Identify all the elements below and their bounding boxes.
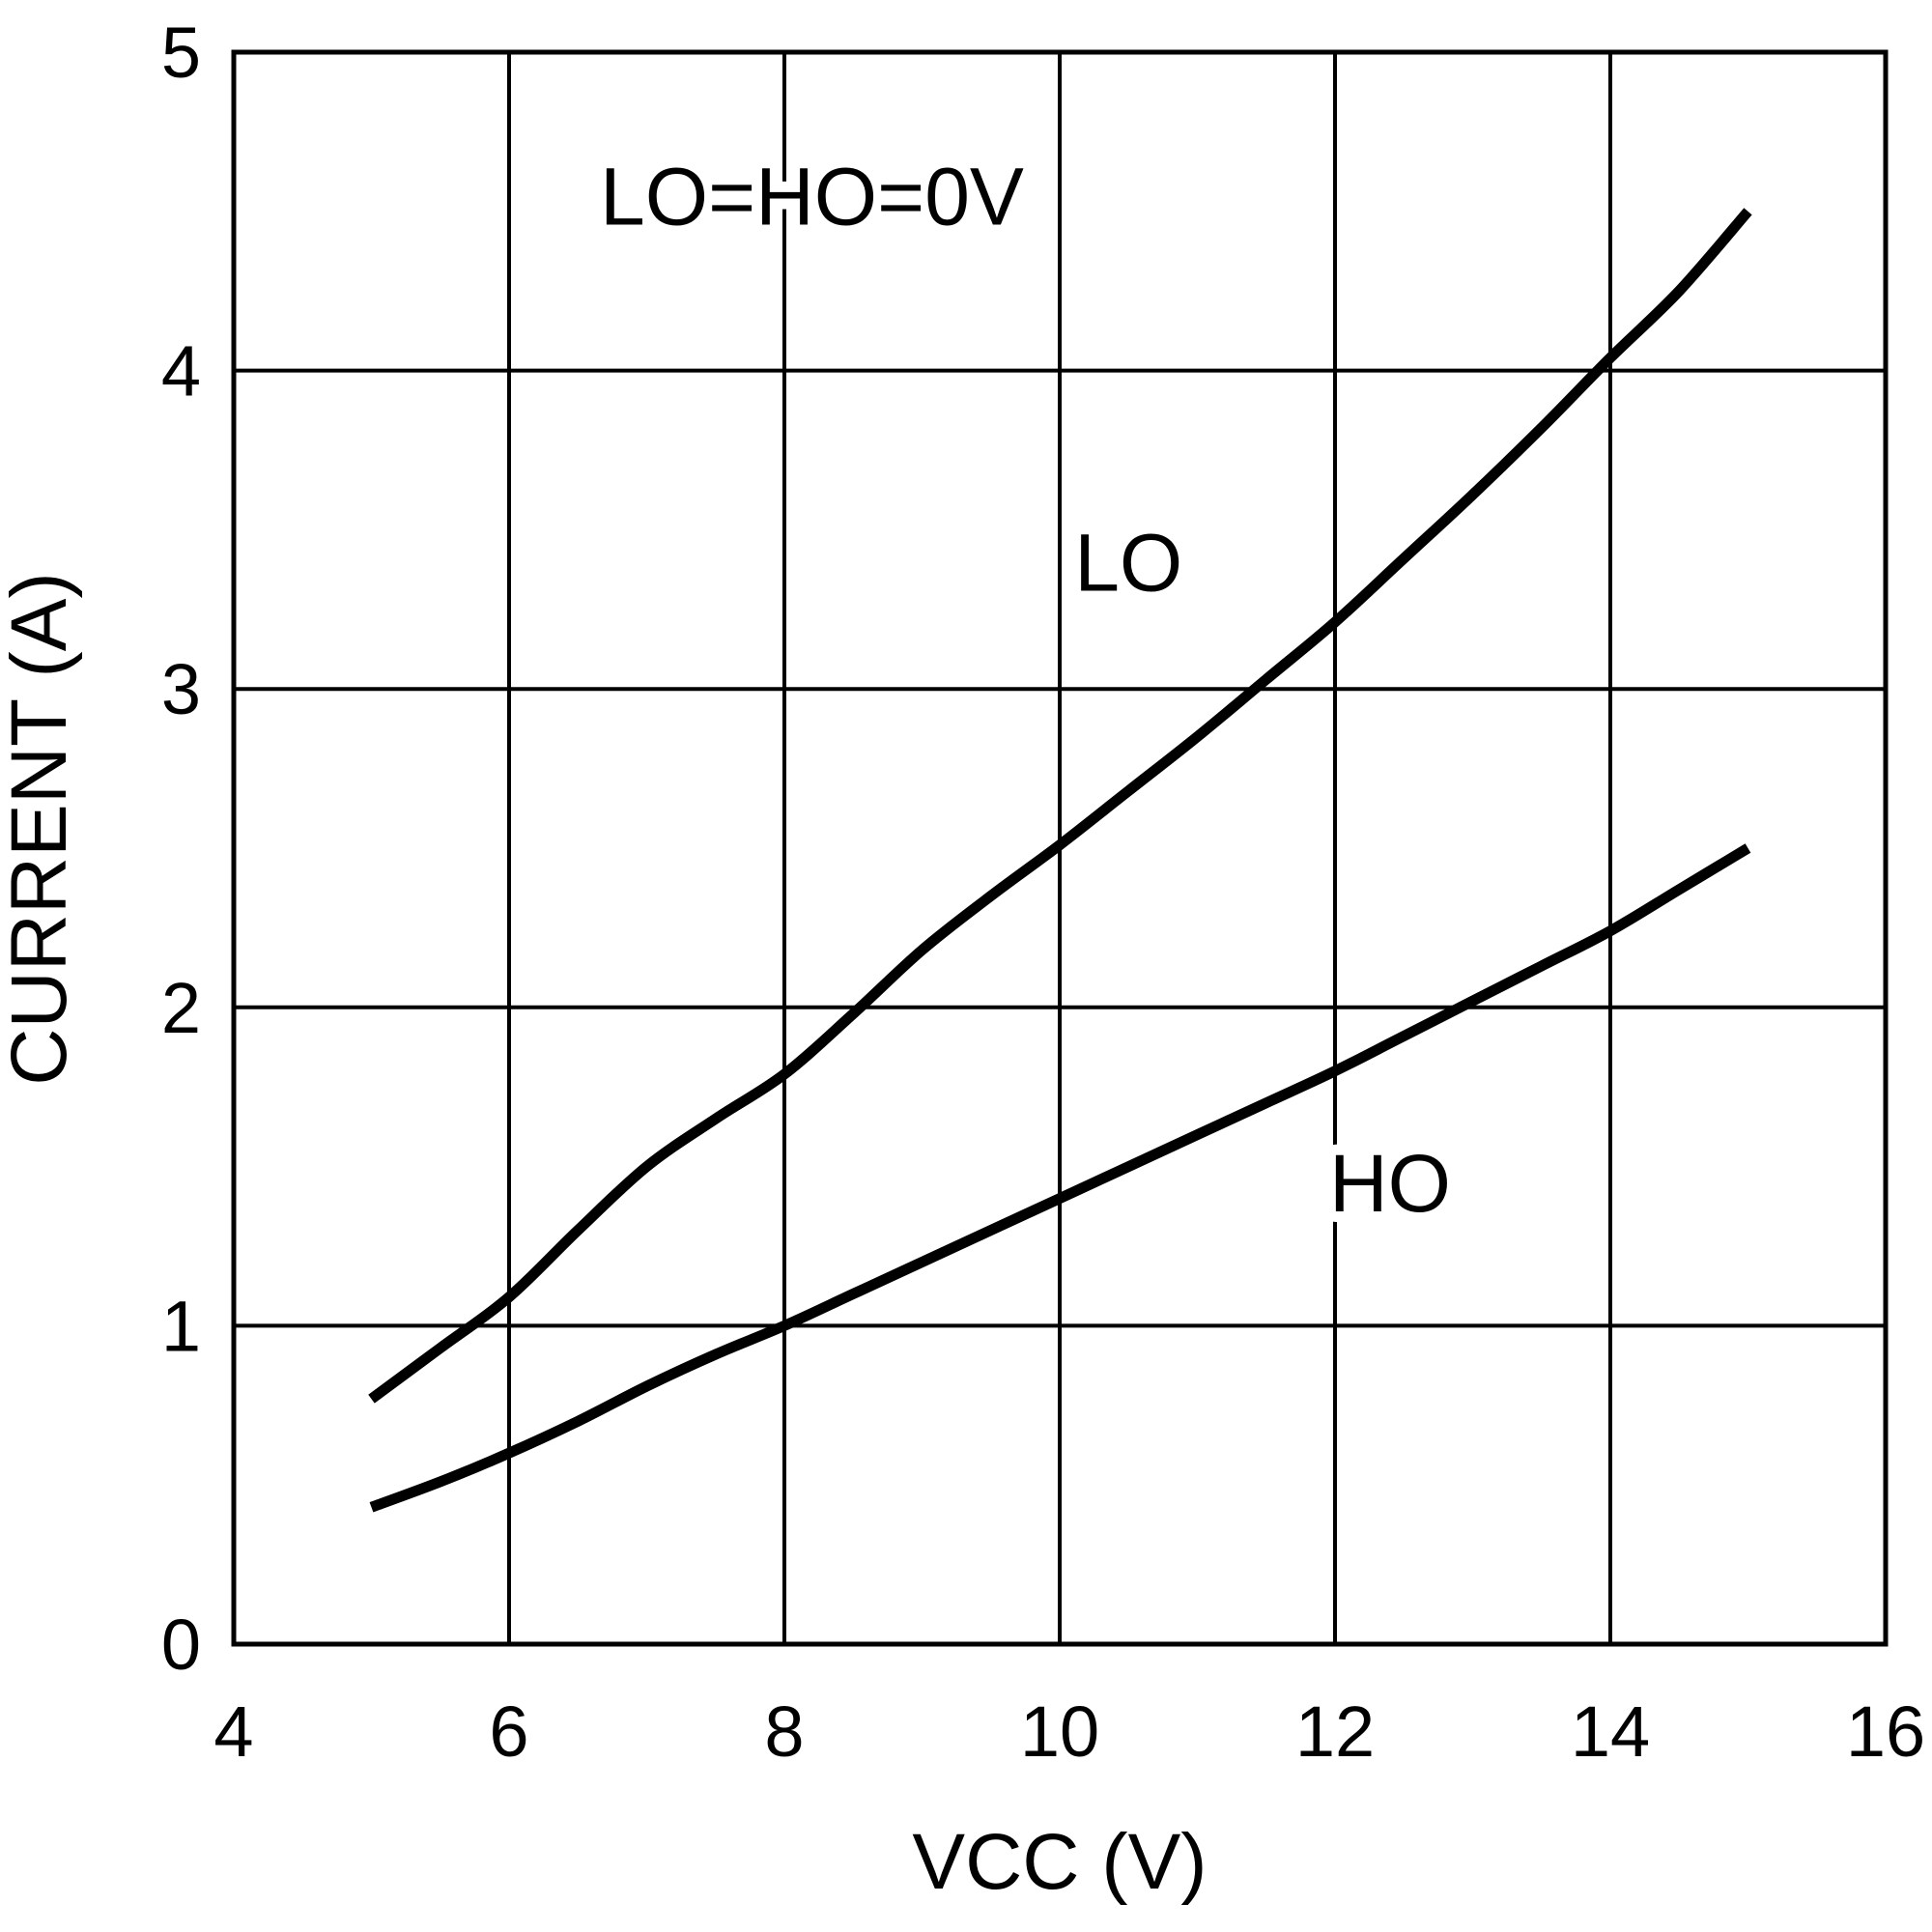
- annotation-lo-ho-0v: LO=HO=0V: [600, 151, 1024, 242]
- x-tick-label-10: 10: [1020, 1691, 1099, 1772]
- annotations: LO=HO=0V LO HO: [589, 140, 1462, 1239]
- series-layer: [368, 208, 1752, 1513]
- y-tick-label-4: 4: [161, 331, 201, 412]
- annotation-ho: HO: [1329, 1138, 1451, 1229]
- x-tick-label-8: 8: [764, 1691, 804, 1772]
- x-tick-label-16: 16: [1846, 1691, 1925, 1772]
- x-axis-title: VCC (V): [912, 1818, 1207, 1906]
- x-tick-label-4: 4: [213, 1691, 253, 1772]
- y-axis-title: CURRENT (A): [0, 572, 83, 1085]
- x-axis-tick-labels: 4 6 8 10 12 14 16: [213, 1691, 1925, 1772]
- x-tick-label-6: 6: [489, 1691, 528, 1772]
- x-tick-label-12: 12: [1295, 1691, 1375, 1772]
- series-line-lo: [368, 208, 1752, 1404]
- plot-frame: [231, 49, 1889, 1647]
- y-tick-label-1: 1: [161, 1286, 201, 1366]
- series-line-ho: [369, 843, 1751, 1513]
- annotation-lo: LO: [1074, 517, 1182, 608]
- y-tick-label-3: 3: [161, 649, 201, 729]
- y-axis-tick-labels: 0 1 2 3 4 5: [161, 13, 201, 1685]
- y-tick-label-2: 2: [161, 968, 201, 1048]
- x-tick-label-14: 14: [1571, 1691, 1650, 1772]
- y-tick-label-0: 0: [161, 1605, 201, 1685]
- y-tick-label-5: 5: [161, 13, 201, 93]
